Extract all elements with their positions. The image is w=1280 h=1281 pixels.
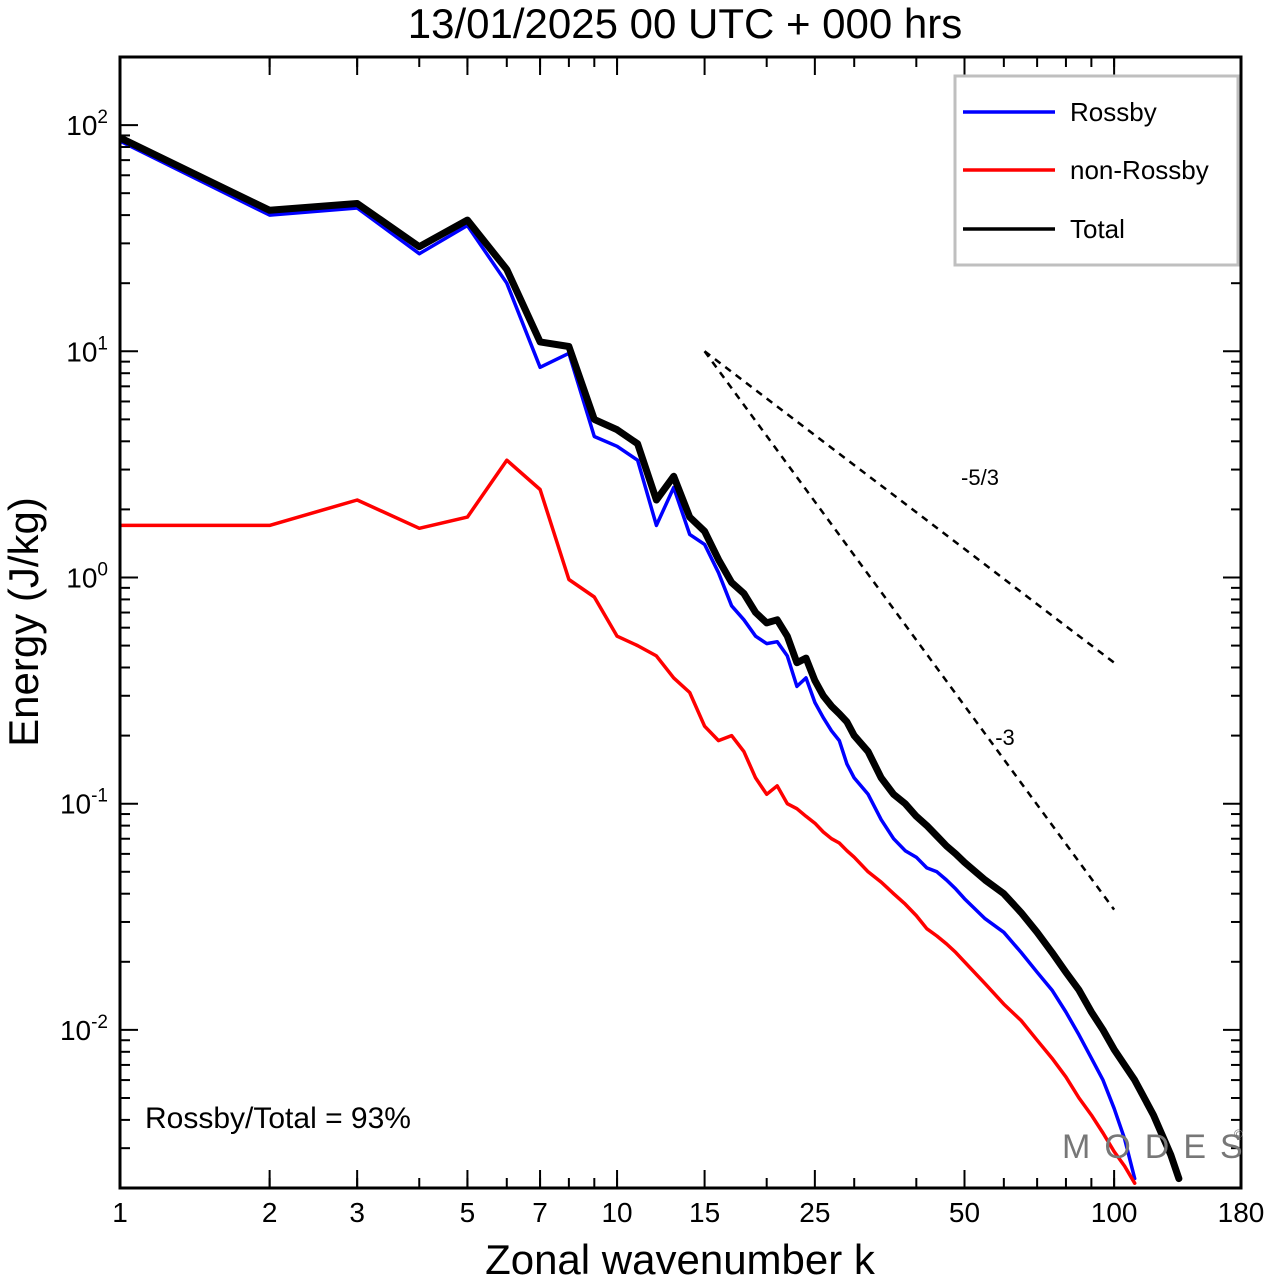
- x-tick-label: 100: [1091, 1197, 1138, 1228]
- legend-label-non-rossby: non-Rossby: [1070, 155, 1209, 185]
- watermark-copyright-mark: ©: [1234, 1127, 1243, 1141]
- x-tick-label: 7: [532, 1197, 548, 1228]
- y-tick-label: 101: [66, 333, 108, 367]
- series-line-total: [120, 134, 1183, 1183]
- rossby-total-ratio: Rossby/Total = 93%: [145, 1102, 411, 1135]
- legend-label-rossby: Rossby: [1070, 97, 1157, 127]
- y-tick-label: 102: [66, 107, 108, 141]
- x-tick-label: 1: [112, 1197, 128, 1228]
- series-line-rossby: [120, 139, 1137, 1181]
- y-tick-label: 10-1: [60, 786, 108, 820]
- y-tick-label: 10-2: [60, 1012, 108, 1046]
- x-tick-label: 3: [349, 1197, 365, 1228]
- legend-label-total: Total: [1070, 214, 1125, 244]
- reference-slope-label-2: -3: [995, 725, 1015, 750]
- legend: Rossby non-Rossby Total: [953, 74, 1240, 267]
- x-tick-label: 5: [460, 1197, 476, 1228]
- x-tick-label: 180: [1218, 1197, 1265, 1228]
- x-tick-label: 25: [799, 1197, 830, 1228]
- modes-watermark: MODES: [1062, 1128, 1257, 1166]
- chart-title: 13/01/2025 00 UTC + 000 hrs: [408, 0, 963, 47]
- x-tick-label: 15: [689, 1197, 720, 1228]
- series-line-non-rossby: [120, 458, 1137, 1185]
- reference-slope-label-1: -5/3: [961, 465, 999, 490]
- reference-line-slope-2: [703, 350, 1116, 911]
- x-tick-label: 50: [949, 1197, 980, 1228]
- y-tick-label: 100: [66, 559, 108, 593]
- x-tick-label: 2: [262, 1197, 278, 1228]
- plot-frame: [118, 55, 1243, 1190]
- x-axis-title: Zonal wavenumber k: [485, 1236, 876, 1281]
- y-axis-title: Energy (J/kg): [0, 497, 47, 747]
- x-tick-label: 10: [601, 1197, 632, 1228]
- plot-layer: -5/3 -3: [120, 134, 1183, 1185]
